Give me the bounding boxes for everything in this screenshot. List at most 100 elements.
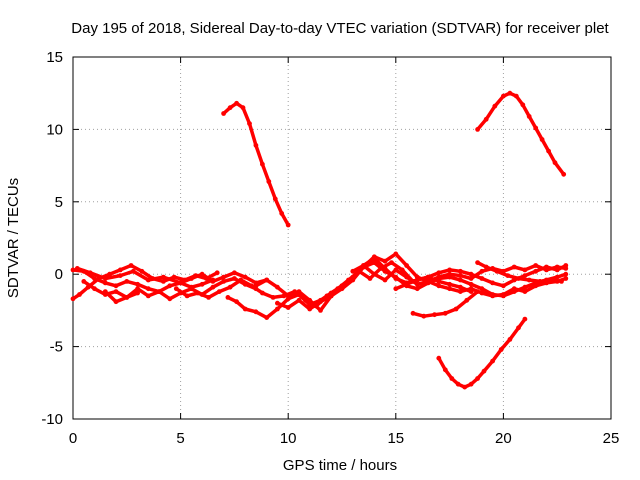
data-point: [475, 260, 480, 265]
data-point: [102, 280, 108, 286]
data-point: [382, 277, 388, 283]
data-point: [447, 267, 452, 273]
data-point: [533, 268, 539, 274]
series-line: [275, 260, 568, 311]
x-tick-label: 5: [176, 430, 184, 447]
data-point: [520, 102, 526, 108]
data-point: [393, 274, 399, 280]
data-point: [361, 263, 366, 268]
data-point: [526, 277, 532, 283]
data-point: [124, 279, 130, 284]
data-point: [458, 277, 463, 283]
data-point: [561, 171, 567, 177]
data-point: [481, 368, 487, 374]
data-point: [458, 289, 463, 294]
data-point: [404, 274, 409, 280]
data-point: [272, 196, 278, 202]
data-point: [421, 313, 427, 319]
data-point: [167, 283, 173, 289]
data-point: [189, 276, 194, 281]
data-point: [475, 126, 480, 132]
data-point: [516, 325, 521, 331]
data-point: [307, 306, 313, 312]
y-tick-label: 0: [55, 266, 63, 283]
y-tick-labels: -10 -5 0 5 10 15: [41, 49, 63, 428]
data-point: [275, 306, 280, 312]
data-point: [490, 280, 495, 286]
data-point: [442, 367, 448, 373]
data-point: [221, 274, 227, 280]
data-point: [404, 281, 409, 287]
data-point: [285, 305, 291, 310]
data-point: [507, 90, 513, 96]
data-point: [70, 267, 76, 273]
data-point: [533, 263, 539, 268]
data-point: [414, 286, 420, 292]
data-point: [490, 358, 495, 364]
data-point: [285, 222, 291, 228]
data-point: [253, 283, 259, 289]
data-point: [505, 273, 511, 278]
data-point: [199, 271, 205, 277]
data-point: [270, 295, 276, 300]
data-point: [410, 310, 416, 316]
data-point: [468, 276, 474, 281]
data-series: [70, 90, 569, 390]
data-point: [371, 271, 377, 277]
data-point: [475, 289, 480, 294]
data-point: [539, 137, 545, 142]
data-point: [490, 292, 495, 297]
data-point: [285, 293, 291, 299]
data-point: [130, 268, 136, 274]
data-point: [393, 286, 399, 292]
y-axis-label: SDTVAR / TECUs: [5, 178, 22, 298]
data-point: [436, 270, 442, 276]
data-point: [479, 286, 485, 292]
data-point: [234, 100, 240, 106]
data-point: [161, 274, 166, 280]
data-point: [240, 105, 246, 111]
data-point: [442, 310, 448, 316]
data-point: [145, 293, 151, 299]
data-point: [393, 251, 399, 257]
x-tick-labels: 0 5 10 15 20 25: [69, 430, 620, 447]
data-point: [367, 276, 373, 281]
x-tick-label: 20: [495, 430, 512, 447]
data-point: [548, 277, 554, 283]
data-point: [522, 289, 528, 294]
data-point: [546, 148, 551, 154]
y-tick-label: 10: [46, 121, 63, 138]
data-point: [232, 270, 237, 276]
series-line: [174, 260, 415, 308]
data-point: [113, 289, 119, 294]
data-point: [494, 268, 500, 274]
data-point: [554, 274, 560, 280]
data-point: [275, 284, 280, 290]
data-point: [247, 121, 252, 126]
data-point: [475, 376, 480, 381]
data-point: [135, 286, 141, 292]
data-point: [171, 274, 177, 280]
data-point: [447, 281, 452, 287]
data-point: [81, 279, 87, 284]
data-point: [522, 273, 528, 278]
data-point: [124, 295, 130, 300]
data-point: [266, 179, 272, 184]
x-axis-label: GPS time / hours: [283, 457, 397, 474]
data-point: [537, 279, 543, 284]
data-point: [501, 93, 506, 99]
series-arc-3: [74, 266, 270, 286]
plot-frame: [72, 56, 612, 420]
data-point: [253, 309, 259, 315]
data-point: [516, 276, 521, 281]
data-point: [117, 267, 123, 273]
data-point: [227, 284, 233, 290]
series-arc-12: [410, 289, 480, 319]
data-point: [107, 271, 112, 277]
data-point: [522, 267, 528, 273]
data-point: [216, 289, 222, 294]
data-point: [296, 297, 302, 303]
data-point: [498, 347, 504, 352]
data-point: [511, 264, 517, 270]
data-point: [436, 283, 442, 289]
